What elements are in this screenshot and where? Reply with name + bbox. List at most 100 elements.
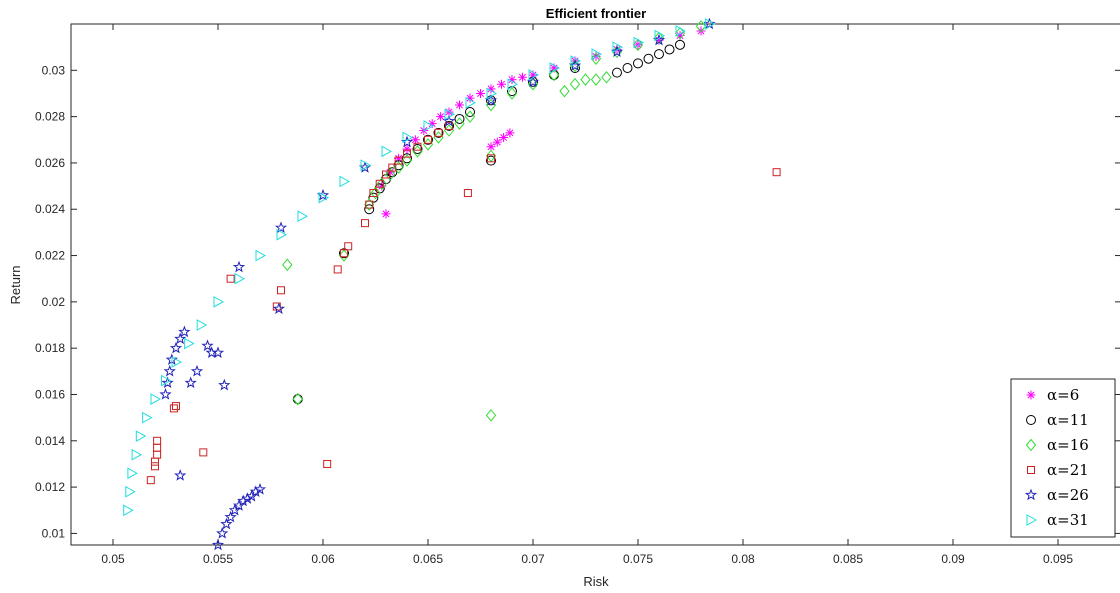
- data-point: [199, 448, 208, 457]
- data-point: [184, 337, 195, 350]
- data-point: [385, 168, 396, 181]
- data-point: [277, 286, 285, 295]
- data-point: [339, 248, 349, 259]
- data-point: [526, 75, 540, 88]
- legend-item: α=31: [1026, 511, 1089, 529]
- data-point: [497, 79, 506, 89]
- data-point: [444, 108, 456, 121]
- data-point: [487, 154, 495, 163]
- data-point: [364, 204, 375, 215]
- data-point: [213, 296, 225, 308]
- data-point: [360, 159, 372, 172]
- data-point: [622, 62, 633, 73]
- data-point: [150, 393, 162, 405]
- x-tick-label: 0.095: [1043, 552, 1073, 566]
- data-point: [361, 219, 369, 228]
- data-point: [654, 49, 664, 60]
- x-tick-label: 0.085: [833, 552, 863, 566]
- data-point: [381, 209, 391, 219]
- y-tick-label: 0.02: [42, 295, 66, 309]
- data-point: [590, 73, 602, 86]
- y-tick-label: 0.022: [35, 249, 65, 263]
- y-tick-label: 0.01: [42, 526, 66, 540]
- data-point: [492, 137, 502, 147]
- data-point: [388, 163, 397, 172]
- data-point: [632, 38, 644, 52]
- data-point: [174, 332, 187, 345]
- data-point: [601, 70, 612, 84]
- data-point: [442, 114, 456, 127]
- data-point: [675, 39, 685, 50]
- data-point: [218, 378, 231, 391]
- data-point: [216, 526, 229, 539]
- data-point: [464, 110, 476, 123]
- legend-label: α=31: [1047, 511, 1089, 529]
- legend-label: α=11: [1047, 411, 1089, 429]
- data-point: [169, 404, 178, 413]
- data-point: [125, 485, 136, 498]
- data-point: [151, 457, 159, 466]
- y-axis-ticks: 0.01 0.012 0.014 0.016 0.018 0.02 0.022 0.024 0.…: [35, 63, 1120, 540]
- data-point: [241, 492, 254, 504]
- data-point: [569, 77, 581, 91]
- data-point: [402, 131, 414, 144]
- series-3: [282, 20, 707, 422]
- data-point: [297, 210, 309, 223]
- data-point: [549, 63, 559, 73]
- data-point: [675, 31, 685, 41]
- data-point: [211, 346, 225, 359]
- data-point: [410, 135, 420, 145]
- data-point: [499, 132, 509, 142]
- legend-marker: [1026, 415, 1036, 425]
- data-point: [433, 127, 444, 138]
- data-point: [612, 67, 622, 78]
- data-point: [485, 409, 497, 422]
- data-point: [224, 510, 237, 523]
- y-tick-label: 0.028: [35, 110, 65, 124]
- chart-title: Efficient frontier: [546, 6, 646, 21]
- data-point: [196, 319, 208, 331]
- x-axis-label: Risk: [583, 574, 609, 589]
- x-tick-label: 0.055: [203, 552, 233, 566]
- legend: α=6 α=11 α=16 α=21 α=26 α=31: [1010, 378, 1116, 538]
- data-point: [340, 249, 348, 258]
- x-tick-label: 0.08: [731, 552, 755, 566]
- data-point: [161, 374, 172, 387]
- data-point: [370, 186, 381, 200]
- data-point: [570, 55, 582, 67]
- data-point: [548, 68, 560, 82]
- data-point: [178, 325, 191, 338]
- data-point: [434, 128, 443, 137]
- data-point: [559, 84, 570, 98]
- series-2: [292, 39, 685, 405]
- data-point: [292, 392, 303, 406]
- data-point: [423, 120, 435, 132]
- data-point: [282, 258, 293, 272]
- data-point: [454, 113, 465, 124]
- data-point: [401, 154, 413, 167]
- data-point: [272, 302, 286, 315]
- data-point: [171, 356, 183, 368]
- data-point: [159, 388, 172, 400]
- data-point: [486, 142, 496, 152]
- data-point: [146, 476, 155, 485]
- y-tick-label: 0.024: [35, 202, 65, 216]
- data-point: [772, 168, 781, 177]
- data-point: [376, 177, 387, 191]
- data-point: [381, 145, 393, 158]
- plot-area: [70, 23, 1120, 546]
- data-point: [127, 467, 138, 480]
- data-point: [427, 119, 437, 129]
- data-point: [174, 469, 187, 481]
- x-tick-label: 0.05: [101, 552, 125, 566]
- data-point: [382, 170, 390, 179]
- data-point: [704, 18, 716, 30]
- data-point: [465, 96, 477, 109]
- data-point: [201, 339, 214, 352]
- data-point: [633, 36, 645, 49]
- data-point: [518, 72, 527, 82]
- legend-item: α=21: [1027, 461, 1089, 479]
- legend-item: α=11: [1026, 411, 1089, 429]
- x-tick-label: 0.065: [413, 552, 443, 566]
- legend-marker: [1026, 390, 1036, 400]
